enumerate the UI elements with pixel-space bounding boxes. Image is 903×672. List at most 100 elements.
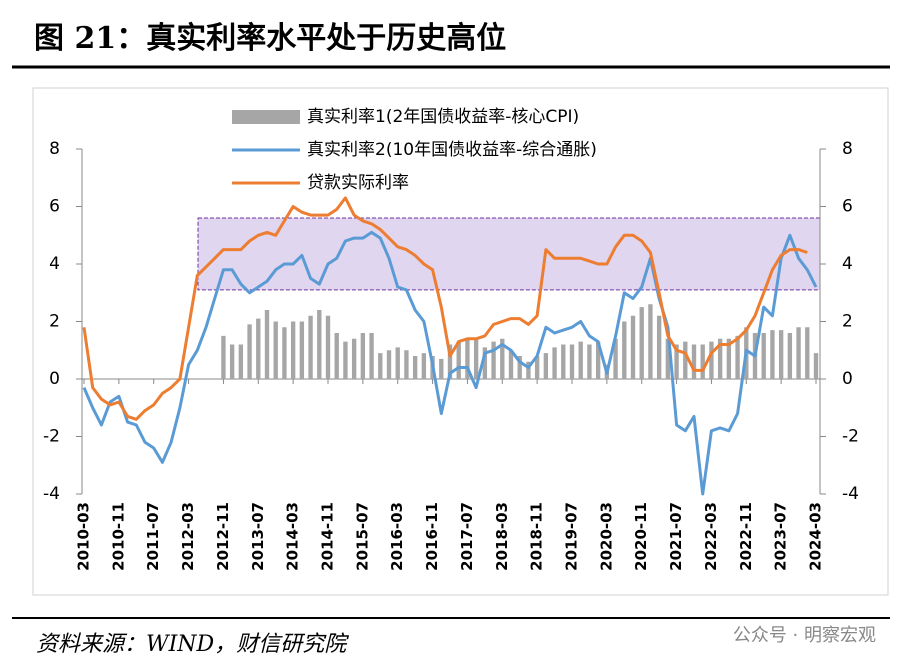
- x-tick-label: 2016-03: [388, 502, 406, 571]
- bar: [491, 341, 496, 379]
- x-tick-label: 2022-03: [702, 502, 720, 571]
- bar: [229, 344, 235, 379]
- y2-tick-label: 8: [842, 139, 853, 159]
- bar: [273, 321, 278, 379]
- y2-tick-label: 6: [842, 197, 853, 217]
- bar: [334, 333, 339, 379]
- x-tick-label: 2020-03: [597, 502, 615, 571]
- chart-title: 图 21：真实利率水平处于历史高位: [34, 21, 506, 56]
- x-tick-label: 2018-03: [493, 502, 511, 571]
- bar: [534, 356, 540, 379]
- x-tick-label: 2017-07: [458, 502, 476, 571]
- y-tick-label: 4: [49, 254, 60, 274]
- bar: [552, 347, 557, 379]
- line-series: [82, 196, 808, 421]
- bar: [317, 310, 322, 379]
- bar: [256, 318, 261, 379]
- bar: [221, 335, 226, 379]
- bar: [343, 341, 348, 379]
- bar: [247, 324, 252, 379]
- bar: [299, 321, 305, 379]
- legend-swatch: [232, 110, 300, 124]
- bar: [482, 347, 488, 379]
- x-tick-label: 2014-03: [284, 502, 302, 571]
- bar: [447, 344, 453, 379]
- x-tick-label: 2012-03: [179, 502, 197, 571]
- y-tick-label: 8: [49, 139, 60, 159]
- x-tick-label: 2020-11: [632, 502, 650, 571]
- bar: [613, 338, 618, 379]
- legend-label: 真实利率2(10年国债收益率-综合通胀): [307, 140, 597, 160]
- y-tick-label: -2: [43, 427, 60, 447]
- bar: [726, 338, 732, 379]
- bar: [561, 344, 566, 379]
- y2-tick-label: 4: [842, 254, 853, 274]
- x-tick-label: 2022-11: [737, 502, 755, 571]
- x-tick-label: 2019-07: [563, 502, 581, 571]
- bar: [404, 350, 409, 379]
- bar: [282, 327, 287, 379]
- bar: [691, 344, 697, 379]
- highlight-band: [197, 217, 821, 291]
- line-series: [82, 230, 818, 496]
- bar: [813, 353, 819, 379]
- y-tick-label: 6: [49, 197, 60, 217]
- x-tick-label: 2013-07: [249, 502, 267, 571]
- bar: [290, 321, 296, 379]
- chart-frame: [32, 87, 889, 596]
- bar: [517, 356, 522, 379]
- y2-tick-label: -2: [842, 427, 859, 447]
- bar: [622, 321, 627, 379]
- bar: [665, 338, 671, 379]
- bar: [595, 341, 601, 379]
- bar: [421, 353, 427, 379]
- bar: [351, 338, 357, 379]
- bar: [770, 330, 775, 379]
- bar: [395, 347, 400, 379]
- bar: [578, 341, 583, 379]
- y2-tick-label: 0: [842, 369, 853, 389]
- legend-label: 真实利率1(2年国债收益率-核心CPI): [307, 107, 579, 127]
- bar: [648, 304, 653, 379]
- bar: [700, 344, 705, 379]
- bar: [439, 358, 444, 379]
- bar: [656, 315, 662, 379]
- legend-label: 贷款实际利率: [307, 173, 409, 193]
- bar: [308, 315, 313, 379]
- bar: [473, 338, 479, 379]
- bar: [787, 333, 793, 379]
- source: 资料来源：WIND，财信研究院: [36, 632, 349, 657]
- x-tick-label: 2014-11: [319, 502, 337, 571]
- x-tick-label: 2018-11: [528, 502, 546, 571]
- bar: [264, 310, 270, 379]
- bar: [369, 333, 374, 379]
- bar: [683, 341, 688, 379]
- x-tick-label: 2012-11: [214, 502, 232, 571]
- y2-tick-label: 2: [842, 312, 853, 332]
- bar: [805, 327, 810, 379]
- y2-tick-label: -4: [842, 484, 859, 504]
- watermark: 公众号 · 明察宏观: [733, 625, 876, 646]
- x-tick-label: 2024-03: [807, 502, 825, 571]
- bar: [456, 341, 461, 379]
- bar: [587, 344, 592, 379]
- y-tick-label: -4: [43, 484, 60, 504]
- bar: [465, 338, 470, 379]
- bar: [526, 361, 531, 379]
- bar: [709, 341, 714, 379]
- y-tick-label: 2: [49, 312, 60, 332]
- bar: [543, 353, 549, 379]
- bar: [761, 333, 766, 379]
- bar: [500, 338, 505, 379]
- bar: [630, 315, 636, 379]
- bar: [778, 330, 784, 379]
- x-tick-label: 2015-07: [353, 502, 371, 571]
- x-tick-label: 2023-07: [772, 502, 790, 571]
- bar: [412, 356, 418, 379]
- x-tick-label: 2010-11: [109, 502, 127, 571]
- bar: [717, 338, 723, 379]
- y-tick-label: 0: [49, 369, 60, 389]
- bar: [386, 350, 392, 379]
- bar: [796, 327, 801, 379]
